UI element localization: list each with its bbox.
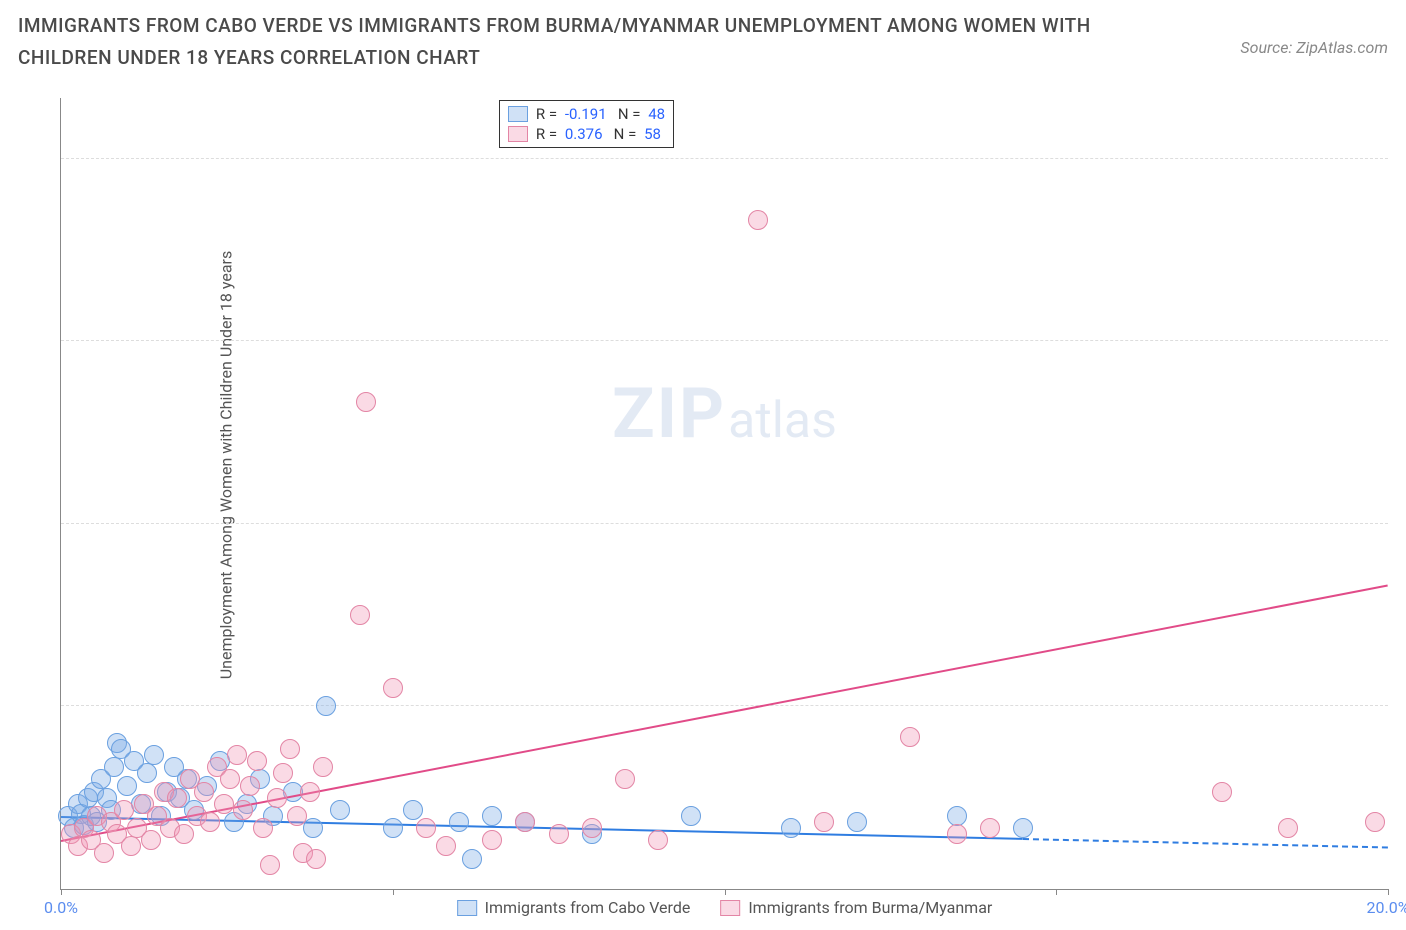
- gridline: [61, 340, 1388, 341]
- legend-label: Immigrants from Burma/Myanmar: [748, 898, 992, 917]
- chart-title: IMMIGRANTS FROM CABO VERDE VS IMMIGRANTS…: [18, 10, 1118, 75]
- data-point: [383, 678, 403, 698]
- data-point: [144, 745, 164, 765]
- legend-item: Immigrants from Cabo Verde: [457, 898, 691, 917]
- legend-row: R = -0.191 N = 48: [508, 105, 665, 123]
- data-point: [1278, 818, 1298, 838]
- x-tick-label: 0.0%: [44, 898, 78, 917]
- data-point: [174, 824, 194, 844]
- x-tick: [725, 889, 726, 895]
- x-tick: [61, 889, 62, 895]
- data-point: [330, 800, 350, 820]
- stats-legend: R = -0.191 N = 48 R = 0.376 N = 58: [499, 100, 674, 148]
- data-point: [141, 830, 161, 850]
- data-point: [403, 800, 423, 820]
- data-point: [615, 769, 635, 789]
- data-point: [220, 769, 240, 789]
- data-point: [253, 818, 273, 838]
- legend-item: Immigrants from Burma/Myanmar: [720, 898, 992, 917]
- x-tick-label: 20.0%: [1367, 898, 1406, 917]
- gridline: [61, 158, 1388, 159]
- data-point: [316, 696, 336, 716]
- data-point: [781, 818, 801, 838]
- data-point: [287, 806, 307, 826]
- data-point: [748, 210, 768, 230]
- gridline: [61, 523, 1388, 524]
- data-point: [214, 794, 234, 814]
- data-point: [233, 800, 253, 820]
- data-point: [900, 727, 920, 747]
- data-point: [227, 745, 247, 765]
- data-point: [383, 818, 403, 838]
- data-point: [947, 824, 967, 844]
- data-point: [306, 849, 326, 869]
- legend-swatch: [508, 126, 528, 142]
- data-point: [515, 812, 535, 832]
- gridline: [61, 705, 1388, 706]
- x-tick: [1388, 889, 1389, 895]
- legend-stat: R = 0.376 N = 58: [536, 125, 661, 143]
- data-point: [462, 849, 482, 869]
- data-point: [482, 830, 502, 850]
- legend-swatch: [508, 106, 528, 122]
- data-point: [267, 788, 287, 808]
- data-point: [356, 392, 376, 412]
- scatter-plot: ZIPatlas 15.0%30.0%45.0%60.0%0.0%20.0%R …: [60, 98, 1388, 890]
- data-point: [104, 757, 124, 777]
- x-tick: [1056, 889, 1057, 895]
- data-point: [247, 751, 267, 771]
- data-point: [167, 788, 187, 808]
- watermark: ZIPatlas: [612, 373, 837, 455]
- data-point: [482, 806, 502, 826]
- data-point: [194, 782, 214, 802]
- data-point: [273, 763, 293, 783]
- data-point: [416, 818, 436, 838]
- data-point: [947, 806, 967, 826]
- data-point: [94, 843, 114, 863]
- data-point: [1013, 818, 1033, 838]
- series-legend: Immigrants from Cabo Verde Immigrants fro…: [457, 898, 993, 917]
- x-tick: [393, 889, 394, 895]
- data-point: [200, 812, 220, 832]
- data-point: [300, 782, 320, 802]
- source-attribution: Source: ZipAtlas.com: [1240, 38, 1388, 57]
- data-point: [549, 824, 569, 844]
- data-point: [847, 812, 867, 832]
- data-point: [814, 812, 834, 832]
- data-point: [980, 818, 1000, 838]
- data-point: [280, 739, 300, 759]
- data-point: [582, 818, 602, 838]
- trend-line: [61, 585, 1388, 843]
- data-point: [114, 800, 134, 820]
- data-point: [1365, 812, 1385, 832]
- legend-stat: R = -0.191 N = 48: [536, 105, 665, 123]
- data-point: [313, 757, 333, 777]
- data-point: [137, 763, 157, 783]
- data-point: [681, 806, 701, 826]
- data-point: [1212, 782, 1232, 802]
- data-point: [436, 836, 456, 856]
- legend-row: R = 0.376 N = 58: [508, 125, 665, 143]
- data-point: [240, 776, 260, 796]
- data-point: [260, 855, 280, 875]
- data-point: [117, 776, 137, 796]
- data-point: [121, 836, 141, 856]
- legend-swatch: [720, 900, 740, 916]
- data-point: [303, 818, 323, 838]
- data-point: [449, 812, 469, 832]
- data-point: [648, 830, 668, 850]
- trend-line: [1023, 838, 1388, 849]
- data-point: [350, 605, 370, 625]
- legend-label: Immigrants from Cabo Verde: [485, 898, 691, 917]
- legend-swatch: [457, 900, 477, 916]
